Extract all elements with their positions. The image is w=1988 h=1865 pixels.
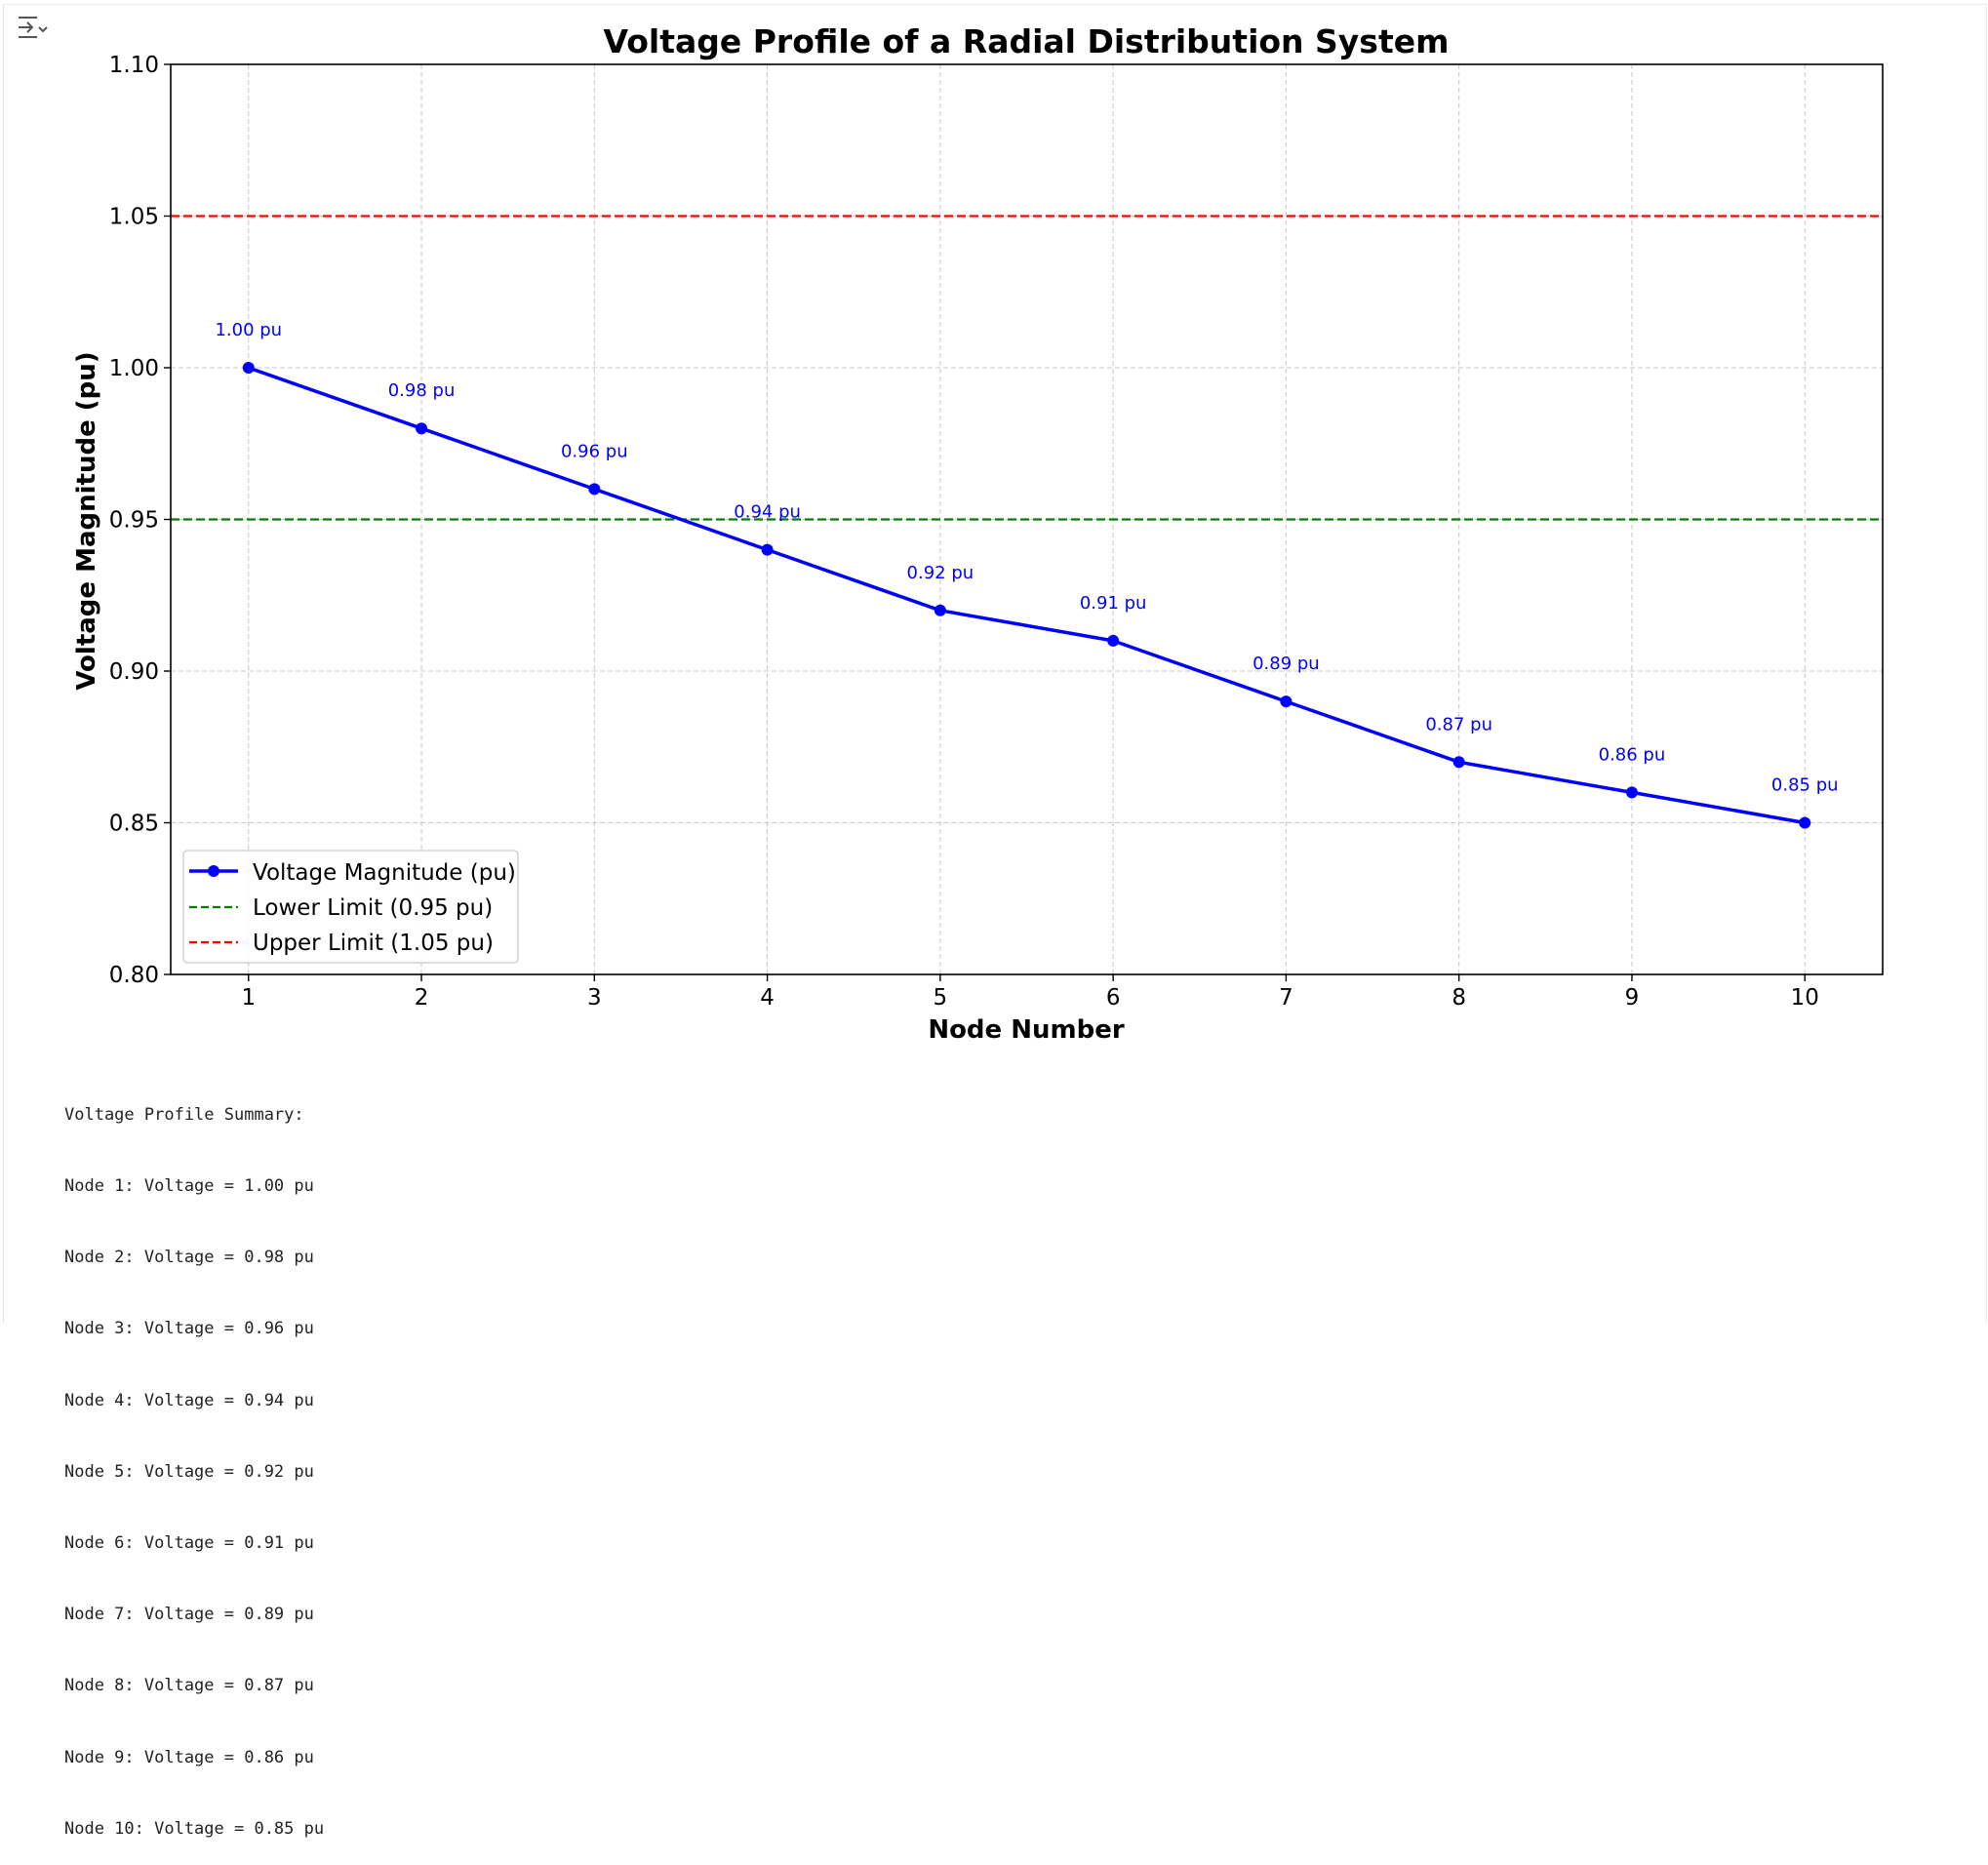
- x-tick-label: 2: [415, 985, 429, 1011]
- legend: Voltage Magnitude (pu) Lower Limit (0.95…: [182, 850, 519, 964]
- limit-lines: [171, 215, 1883, 521]
- voltage-data-label: 0.91 pu: [1080, 593, 1147, 614]
- x-tick-label: 7: [1279, 985, 1293, 1011]
- legend-label-lower-limit: Lower Limit (0.95 pu): [253, 895, 493, 921]
- summary-heading: Voltage Profile Summary:: [64, 1104, 304, 1125]
- y-tick-label: 1.05: [109, 205, 159, 230]
- output-collapse-icon[interactable]: [14, 14, 49, 43]
- console-output: Voltage Profile Summary: Node 1: Voltage…: [64, 1055, 324, 1865]
- legend-frame: [182, 850, 519, 964]
- output-cell: [3, 4, 1987, 1323]
- chart-title: Voltage Profile of a Radial Distribution…: [603, 22, 1449, 60]
- x-tick-label: 3: [587, 985, 602, 1011]
- voltage-point: [1625, 786, 1638, 799]
- voltage-data-label: 0.92 pu: [907, 563, 974, 583]
- voltage-point: [761, 543, 774, 556]
- axis-ticks: 1 2 3 4 5 6 7 8 9 10 0.80 0.85 0.90 0.95 1.00 1.05 1.10: [109, 53, 1819, 1011]
- voltage-series: [242, 362, 1811, 829]
- voltage-data-label: 0.86 pu: [1599, 744, 1666, 765]
- voltage-point: [1107, 634, 1120, 647]
- summary-line: Node 8: Voltage = 0.87 pu: [64, 1676, 314, 1696]
- legend-marker-voltage: [208, 865, 219, 877]
- y-tick-label: 0.95: [109, 508, 159, 534]
- voltage-data-label: 1.00 pu: [215, 320, 282, 340]
- voltage-point: [588, 483, 601, 496]
- data-labels: 1.00 pu 0.98 pu 0.96 pu 0.94 pu 0.92 pu 0.91 …: [215, 320, 1838, 796]
- x-tick-label: 10: [1791, 985, 1819, 1011]
- voltage-data-label: 0.96 pu: [561, 441, 628, 461]
- voltage-profile-chart: 1.00 pu 0.98 pu 0.96 pu 0.94 pu 0.92 pu 0.91 …: [72, 22, 1884, 1044]
- voltage-data-label: 0.85 pu: [1771, 775, 1839, 796]
- x-tick-label: 5: [934, 985, 948, 1011]
- y-axis-label: Voltage Magnitude (pu): [72, 351, 101, 690]
- voltage-data-label: 0.94 pu: [734, 502, 801, 523]
- voltage-data-label: 0.89 pu: [1252, 654, 1320, 674]
- x-tick-label: 9: [1625, 985, 1640, 1011]
- summary-line: Node 1: Voltage = 1.00 pu: [64, 1176, 314, 1197]
- voltage-point: [1452, 756, 1465, 769]
- summary-line: Node 7: Voltage = 0.89 pu: [64, 1605, 314, 1625]
- voltage-point: [242, 362, 255, 374]
- voltage-data-label: 0.98 pu: [388, 380, 456, 401]
- x-tick-label: 1: [241, 985, 256, 1011]
- voltage-point: [1799, 816, 1811, 829]
- x-axis-label: Node Number: [928, 1015, 1125, 1044]
- legend-label-upper-limit: Upper Limit (1.05 pu): [253, 931, 494, 956]
- y-tick-label: 0.85: [109, 812, 159, 837]
- summary-line: Node 5: Voltage = 0.92 pu: [64, 1461, 314, 1482]
- voltage-point: [1280, 695, 1292, 708]
- x-tick-label: 8: [1451, 985, 1466, 1011]
- y-tick-label: 0.90: [109, 659, 159, 685]
- y-tick-label: 0.80: [109, 963, 159, 988]
- y-tick-label: 1.00: [109, 356, 159, 381]
- voltage-data-label: 0.87 pu: [1425, 714, 1492, 734]
- summary-line: Node 2: Voltage = 0.98 pu: [64, 1248, 314, 1268]
- x-tick-label: 4: [760, 985, 775, 1011]
- y-tick-label: 1.10: [109, 53, 159, 78]
- summary-line: Node 9: Voltage = 0.86 pu: [64, 1747, 314, 1767]
- summary-line: Node 6: Voltage = 0.91 pu: [64, 1533, 314, 1554]
- legend-label-voltage: Voltage Magnitude (pu): [253, 860, 516, 886]
- summary-line: Node 10: Voltage = 0.85 pu: [64, 1818, 325, 1839]
- voltage-point: [934, 604, 946, 616]
- x-tick-label: 6: [1106, 985, 1121, 1011]
- voltage-line: [248, 366, 1806, 825]
- voltage-point: [416, 422, 428, 435]
- summary-line: Node 3: Voltage = 0.96 pu: [64, 1319, 314, 1339]
- summary-line: Node 4: Voltage = 0.94 pu: [64, 1390, 314, 1410]
